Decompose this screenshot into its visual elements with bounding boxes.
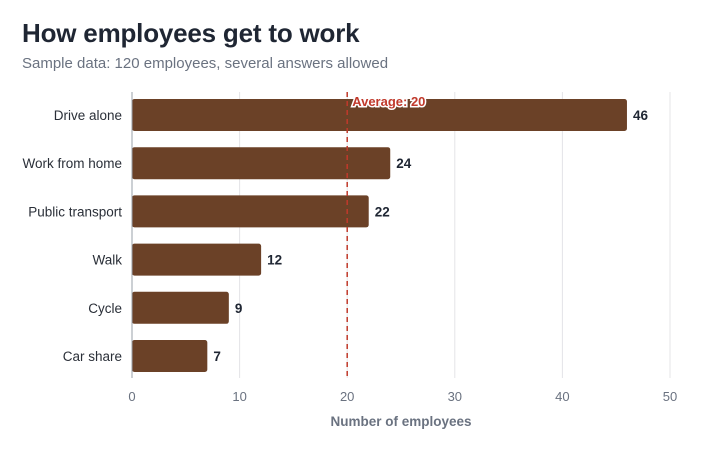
x-tick-label-40: 40 [555,389,569,404]
value-label-car-share: 7 [213,349,221,364]
bar-public-transport [132,195,369,228]
category-label-car-share: Car share [63,349,122,364]
x-tick-label-10: 10 [232,389,246,404]
x-tick-label-20: 20 [340,389,354,404]
category-label-drive-alone: Drive alone [54,108,122,123]
value-label-cycle: 9 [235,301,243,316]
average-reference: Average: 20 [346,92,427,378]
x-tick-label-0: 0 [128,389,135,404]
category-label-walk: Walk [93,253,123,268]
chart-title: How employees get to work [22,18,360,48]
chart-subtitle: Sample data: 120 employees, several answ… [22,55,389,72]
category-label-public-transport: Public transport [28,204,122,219]
bar-cycle [132,291,229,324]
category-label-cycle: Cycle [88,301,122,316]
grid-lines [239,92,671,378]
bars [132,99,627,372]
bar-car-share [132,340,208,372]
average-label: Average: 20 [352,94,425,109]
value-label-drive-alone: 46 [633,108,649,123]
x-tick-label-30: 30 [448,389,462,404]
category-label-work-from-home: Work from home [22,156,122,171]
bar-work-from-home [132,147,391,180]
bar-walk [132,243,262,276]
value-label-walk: 12 [267,253,282,268]
x-axis-title: Number of employees [330,414,471,429]
bar-drive-alone [132,99,627,131]
x-tick-label-50: 50 [663,389,677,404]
value-label-public-transport: 22 [375,204,390,219]
axes: 0 10 20 30 40 50 Drive alone 46 Work from home 24… [22,92,677,404]
value-label-work-from-home: 24 [396,156,412,171]
